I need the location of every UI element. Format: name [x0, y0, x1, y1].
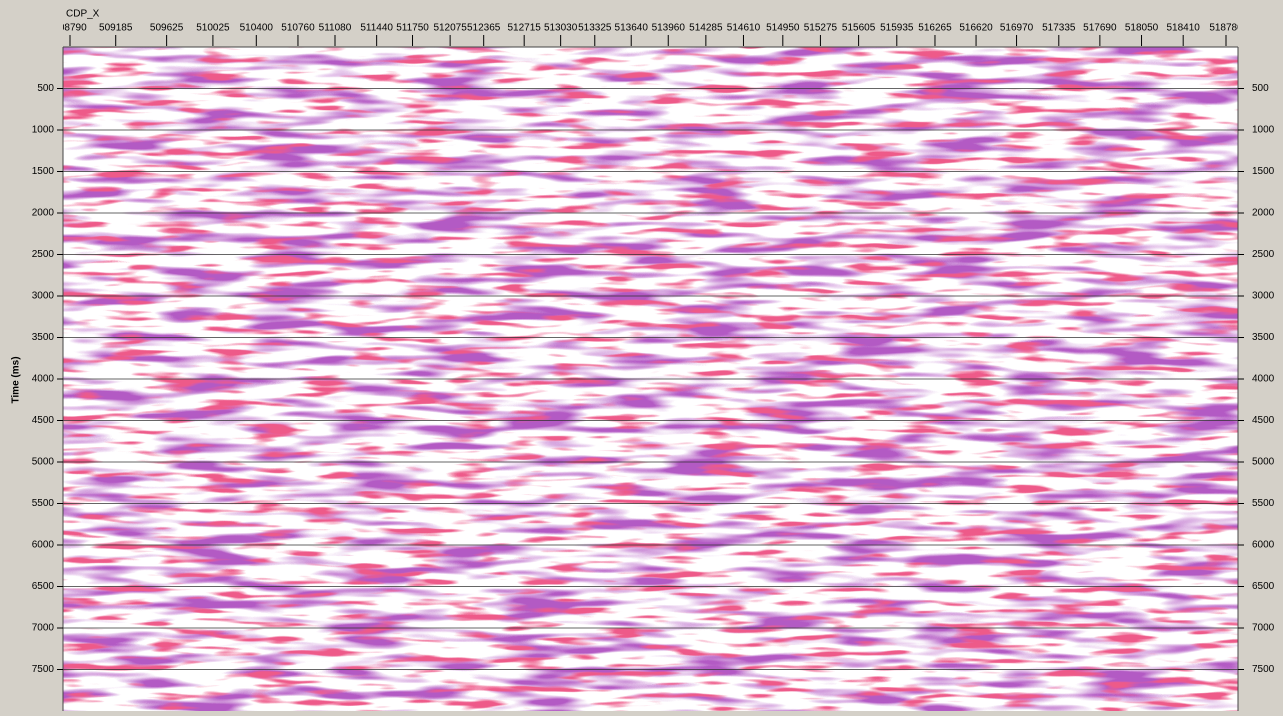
x-axis-label: CDP_X: [66, 9, 100, 20]
x-tick-label: 510400: [240, 23, 274, 34]
y-tick-label-right: 4500: [1252, 415, 1275, 426]
y-tick-label-right: 2000: [1252, 208, 1275, 219]
y-tick-label-left: 5500: [32, 498, 55, 509]
x-tick-label: 518410: [1166, 23, 1200, 34]
y-tick-label-left: 7000: [32, 623, 55, 634]
x-tick-label: 516970: [1000, 23, 1034, 34]
y-tick-label-right: 7000: [1252, 623, 1275, 634]
y-tick-label-left: 6000: [32, 540, 55, 551]
x-tick-label: 510760: [281, 23, 315, 34]
y-tick-label-right: 4000: [1252, 374, 1275, 385]
y-tick-label-right: 2500: [1252, 249, 1275, 260]
x-tick-label: 511440: [360, 23, 393, 34]
x-tick-label: 517335: [1042, 23, 1076, 34]
x-tick-label: 512715: [507, 23, 541, 34]
y-tick-label-right: 6500: [1252, 581, 1275, 592]
y-tick-label-left: 2500: [32, 249, 55, 260]
x-tick-label: 510025: [196, 23, 230, 34]
x-tick-label: 513960: [652, 23, 686, 34]
seismic-viewer: CDP_X Time (ms) 508790509185509625510025…: [0, 0, 1283, 711]
y-tick-label-left: 6500: [32, 581, 55, 592]
y-tick-label-left: 1000: [32, 125, 55, 136]
x-tick-label: 514610: [727, 23, 761, 34]
y-tick-label-left: 2000: [32, 208, 55, 219]
x-tick-label: 512365: [467, 23, 501, 34]
y-tick-label-right: 500: [1252, 83, 1269, 94]
y-tick-label-right: 1500: [1252, 166, 1275, 177]
x-tick-label: 511080: [319, 23, 352, 34]
x-tick-label: 515935: [880, 23, 914, 34]
y-tick-label-left: 500: [37, 83, 54, 94]
x-tick-label: 515605: [842, 23, 876, 34]
x-tick-label: 509625: [150, 23, 184, 34]
y-axis-label: Time (ms): [11, 356, 22, 403]
y-tick-label-right: 7500: [1252, 664, 1275, 675]
y-tick-label-right: 6000: [1252, 540, 1275, 551]
x-tick-label: 512075: [433, 23, 467, 34]
y-tick-label-left: 3000: [32, 291, 55, 302]
x-tick-label: 514285: [689, 23, 723, 34]
x-tick-label: 511750: [396, 23, 429, 34]
x-tick-label: 517690: [1083, 23, 1117, 34]
x-tick-label: 513325: [578, 23, 612, 34]
y-tick-label-right: 1000: [1252, 125, 1275, 136]
y-tick-label-left: 4500: [32, 415, 55, 426]
x-tick-label: 516620: [959, 23, 993, 34]
x-tick-label: 518050: [1125, 23, 1159, 34]
y-tick-label-left: 3500: [32, 332, 55, 343]
x-tick-label: 514950: [766, 23, 800, 34]
y-tick-label-right: 3500: [1252, 332, 1275, 343]
y-tick-label-left: 1500: [32, 166, 55, 177]
y-tick-label-right: 5000: [1252, 457, 1275, 468]
x-tick-label: 515275: [804, 23, 838, 34]
y-tick-label-left: 5000: [32, 457, 55, 468]
y-tick-label-right: 3000: [1252, 291, 1275, 302]
x-tick-label: 513640: [615, 23, 649, 34]
y-tick-label-left: 4000: [32, 374, 55, 385]
x-tick-label: 516265: [918, 23, 952, 34]
y-tick-label-right: 5500: [1252, 498, 1275, 509]
x-tick-label: 509185: [99, 23, 133, 34]
y-tick-label-left: 7500: [32, 664, 55, 675]
x-tick-label: 513030: [544, 23, 578, 34]
